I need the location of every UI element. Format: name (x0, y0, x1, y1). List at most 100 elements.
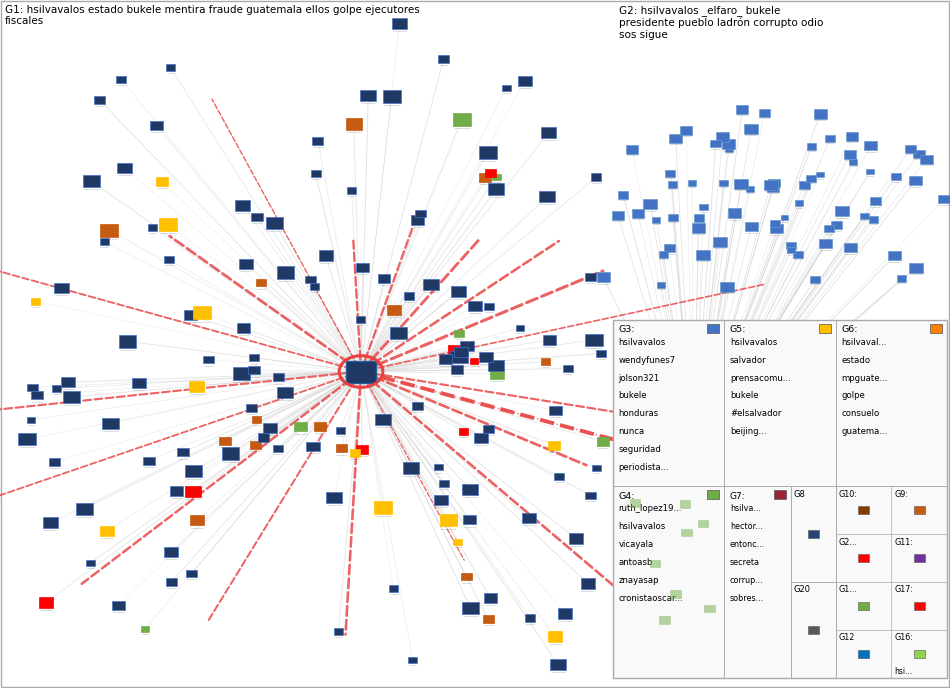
FancyBboxPatch shape (681, 452, 706, 470)
FancyBboxPatch shape (484, 593, 497, 603)
Text: bukele: bukele (618, 391, 647, 400)
Text: periodista...: periodista... (618, 463, 669, 472)
FancyBboxPatch shape (938, 195, 950, 204)
FancyBboxPatch shape (156, 178, 168, 186)
FancyBboxPatch shape (810, 276, 820, 283)
FancyBboxPatch shape (311, 170, 321, 178)
FancyBboxPatch shape (222, 447, 239, 460)
FancyBboxPatch shape (688, 180, 696, 186)
FancyBboxPatch shape (447, 345, 461, 354)
FancyBboxPatch shape (569, 533, 583, 544)
FancyBboxPatch shape (314, 422, 326, 431)
FancyBboxPatch shape (831, 222, 842, 229)
FancyBboxPatch shape (61, 377, 75, 387)
FancyBboxPatch shape (659, 616, 670, 624)
FancyBboxPatch shape (449, 351, 467, 363)
FancyBboxPatch shape (774, 491, 787, 499)
FancyBboxPatch shape (383, 90, 401, 103)
Text: beijing...: beijing... (730, 427, 767, 436)
FancyBboxPatch shape (744, 124, 758, 134)
FancyBboxPatch shape (461, 573, 471, 581)
FancyBboxPatch shape (411, 402, 423, 409)
FancyBboxPatch shape (266, 217, 283, 229)
FancyBboxPatch shape (759, 109, 770, 117)
FancyBboxPatch shape (585, 334, 602, 347)
Text: hsilvavalos: hsilvavalos (618, 338, 666, 347)
FancyBboxPatch shape (326, 492, 342, 504)
FancyBboxPatch shape (467, 301, 482, 311)
FancyBboxPatch shape (434, 495, 447, 506)
FancyBboxPatch shape (921, 155, 933, 164)
FancyBboxPatch shape (263, 423, 276, 433)
FancyBboxPatch shape (120, 335, 137, 347)
Text: vicayala: vicayala (618, 540, 654, 549)
Text: guatema...: guatema... (842, 427, 887, 436)
Text: bukele: bukele (730, 391, 758, 400)
FancyBboxPatch shape (238, 323, 250, 332)
FancyBboxPatch shape (826, 135, 835, 142)
FancyBboxPatch shape (550, 658, 566, 670)
Text: estado: estado (842, 356, 870, 365)
Text: hsilvaval...: hsilvaval... (842, 338, 886, 347)
FancyBboxPatch shape (165, 64, 175, 71)
FancyBboxPatch shape (294, 422, 307, 431)
FancyBboxPatch shape (76, 503, 93, 515)
FancyBboxPatch shape (859, 555, 869, 562)
FancyBboxPatch shape (479, 173, 491, 182)
FancyBboxPatch shape (671, 590, 681, 598)
FancyBboxPatch shape (715, 132, 730, 142)
FancyBboxPatch shape (558, 608, 572, 619)
FancyBboxPatch shape (650, 559, 660, 567)
Text: G10:: G10: (839, 490, 858, 499)
FancyBboxPatch shape (597, 437, 609, 446)
FancyBboxPatch shape (711, 140, 721, 147)
FancyBboxPatch shape (439, 354, 452, 363)
FancyBboxPatch shape (707, 324, 719, 333)
FancyBboxPatch shape (859, 506, 869, 514)
FancyBboxPatch shape (794, 200, 804, 206)
FancyBboxPatch shape (454, 347, 467, 357)
FancyBboxPatch shape (148, 224, 158, 231)
FancyBboxPatch shape (548, 441, 560, 449)
FancyBboxPatch shape (808, 626, 819, 634)
Text: jolson321: jolson321 (618, 374, 659, 383)
FancyBboxPatch shape (541, 127, 557, 138)
FancyBboxPatch shape (274, 444, 283, 451)
FancyBboxPatch shape (891, 173, 901, 180)
Text: entonc...: entonc... (730, 540, 765, 549)
FancyBboxPatch shape (597, 272, 610, 282)
Text: G16:: G16: (894, 633, 913, 643)
FancyBboxPatch shape (585, 273, 596, 281)
FancyBboxPatch shape (484, 425, 494, 433)
FancyBboxPatch shape (276, 266, 294, 279)
FancyBboxPatch shape (460, 341, 474, 351)
FancyBboxPatch shape (434, 464, 443, 471)
Text: hsilva...: hsilva... (730, 504, 761, 513)
FancyBboxPatch shape (490, 369, 504, 379)
FancyBboxPatch shape (898, 275, 906, 281)
FancyBboxPatch shape (387, 305, 402, 315)
Text: G9:: G9: (894, 490, 908, 499)
FancyBboxPatch shape (219, 436, 231, 444)
FancyBboxPatch shape (745, 222, 757, 231)
Text: G2: hsilvavalos _elfaro_ bukele
presidente pueblo ladrón corrupto odio
sos sigue: G2: hsilvavalos _elfaro_ bukele presiden… (619, 5, 824, 39)
FancyBboxPatch shape (185, 486, 201, 497)
FancyBboxPatch shape (234, 367, 250, 380)
FancyBboxPatch shape (319, 250, 332, 261)
FancyBboxPatch shape (166, 578, 177, 585)
FancyBboxPatch shape (100, 238, 108, 245)
FancyBboxPatch shape (845, 244, 857, 252)
FancyBboxPatch shape (238, 259, 254, 269)
FancyBboxPatch shape (518, 76, 532, 86)
FancyBboxPatch shape (177, 448, 189, 456)
Text: _elfaro_: _elfaro_ (684, 458, 703, 464)
Text: G6:: G6: (842, 325, 858, 334)
Text: G8: G8 (794, 490, 806, 499)
Text: honduras: honduras (618, 409, 658, 418)
FancyBboxPatch shape (859, 650, 869, 658)
FancyBboxPatch shape (725, 147, 732, 152)
FancyBboxPatch shape (184, 310, 197, 319)
FancyBboxPatch shape (454, 330, 465, 337)
Text: wendyfunes7: wendyfunes7 (618, 356, 675, 365)
FancyBboxPatch shape (49, 458, 60, 466)
